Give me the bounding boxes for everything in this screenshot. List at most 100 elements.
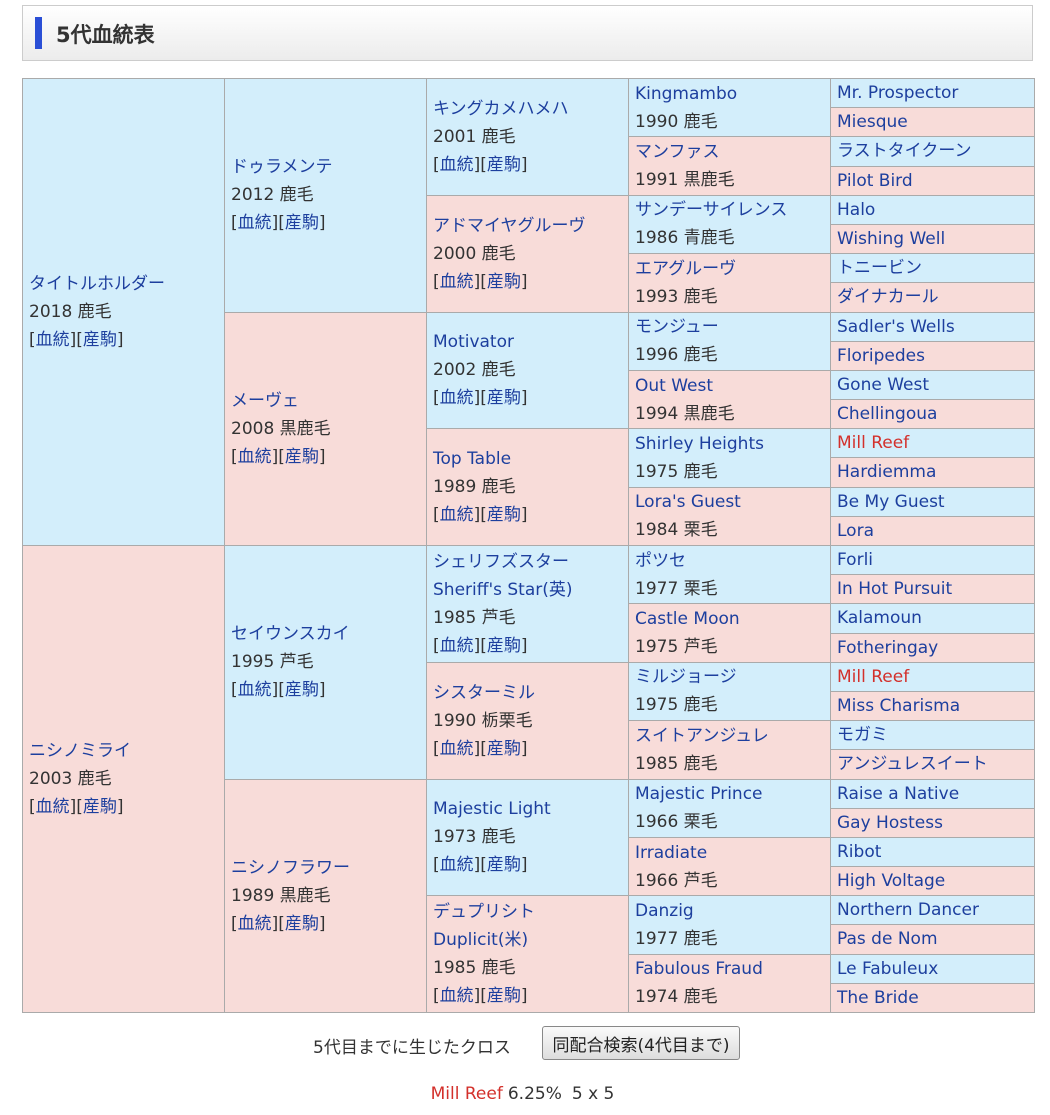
horse-name[interactable]: タイトルホルダー <box>29 274 165 294</box>
horse-name[interactable]: High Voltage <box>837 871 946 892</box>
horse-name[interactable]: Top Table <box>433 449 512 470</box>
offspring-link[interactable]: 産駒 <box>284 213 319 234</box>
horse-alt-name[interactable]: Sheriff's Star(英) <box>433 579 573 600</box>
pedigree-link[interactable]: 血統 <box>439 388 474 409</box>
horse-name[interactable]: セイウンスカイ <box>231 624 350 645</box>
horse-name[interactable]: Miesque <box>837 112 908 133</box>
horse-name[interactable]: Gay Hostess <box>837 812 943 833</box>
cross-pattern: 5 x 5 <box>571 1084 615 1104</box>
horse-name[interactable]: Majestic Prince <box>635 784 763 805</box>
offspring-link[interactable]: 産駒 <box>486 388 521 409</box>
horse-name[interactable]: ミルジョージ <box>635 667 737 688</box>
pedigree-link[interactable]: 血統 <box>35 797 70 817</box>
offspring-link[interactable]: 産駒 <box>284 680 319 701</box>
offspring-link[interactable]: 産駒 <box>486 635 521 656</box>
horse-name[interactable]: The Bride <box>837 987 919 1008</box>
offspring-link[interactable]: 産駒 <box>486 855 521 876</box>
horse-name[interactable]: Mr. Prospector <box>837 83 959 103</box>
horse-name[interactable]: スイトアンジュレ <box>635 725 769 746</box>
offspring-link[interactable]: 産駒 <box>486 505 521 526</box>
horse-name[interactable]: ラストタイクーン <box>837 141 972 162</box>
offspring-link[interactable]: 産駒 <box>486 271 521 292</box>
pedigree-link[interactable]: 血統 <box>439 738 474 759</box>
horse-name[interactable]: Chellingoua <box>837 404 938 425</box>
pedigree-link[interactable]: 血統 <box>237 446 272 467</box>
offspring-link[interactable]: 産駒 <box>82 797 117 817</box>
pedigree-link[interactable]: 血統 <box>237 213 272 234</box>
horse-name[interactable]: Out West <box>635 375 714 396</box>
horse-name[interactable]: Forli <box>837 550 874 570</box>
horse-name[interactable]: ニシノミライ <box>29 741 131 761</box>
pedigree-link[interactable]: 血統 <box>439 855 474 876</box>
horse-name[interactable]: Fotheringay <box>837 637 939 658</box>
cross-horse[interactable]: Mill Reef <box>430 1084 503 1104</box>
horse-name[interactable]: Halo <box>837 199 876 220</box>
pedigree-row: デュプリシト Duplicit(米) 1985 鹿毛 [血統][産駒] Danzig 19… <box>23 895 1035 1013</box>
horse-name[interactable]: ドゥラメンテ <box>231 157 333 178</box>
pedigree-link[interactable]: 血統 <box>439 635 474 656</box>
horse-cell: Shirley Heights 1975 鹿毛 <box>628 428 831 488</box>
horse-name[interactable]: ニシノフラワー <box>231 857 350 878</box>
offspring-link[interactable]: 産駒 <box>82 330 117 350</box>
pedigree-link[interactable]: 血統 <box>439 986 474 1007</box>
horse-name[interactable]: Fabulous Fraud <box>635 959 763 980</box>
horse-name[interactable]: マンファス <box>635 142 720 163</box>
horse-name[interactable]: Be My Guest <box>837 491 945 512</box>
horse-name[interactable]: Sadler's Wells <box>837 316 955 337</box>
pedigree-link[interactable]: 血統 <box>237 680 272 701</box>
horse-name[interactable]: サンデーサイレンス <box>635 200 788 221</box>
horse-name[interactable]: Ribot <box>837 841 882 862</box>
horse-name[interactable]: Raise a Native <box>837 783 960 804</box>
horse-name[interactable]: Kingmambo <box>635 83 738 104</box>
horse-name[interactable]: Mill Reef <box>837 666 910 687</box>
horse-name[interactable]: Miss Charisma <box>837 695 961 716</box>
horse-name[interactable]: Floripedes <box>837 345 925 366</box>
horse-name[interactable]: モンジュー <box>635 317 719 338</box>
horse-name[interactable]: Lora's Guest <box>635 492 741 513</box>
bracket: ][ <box>473 505 487 526</box>
offspring-link[interactable]: 産駒 <box>284 913 319 934</box>
offspring-link[interactable]: 産駒 <box>486 738 521 759</box>
pedigree-link[interactable]: 血統 <box>237 913 272 934</box>
horse-name[interactable]: ポツセ <box>635 550 686 571</box>
horse-name[interactable]: Pas de Nom <box>837 929 938 950</box>
horse-name[interactable]: シスターミル <box>433 682 535 703</box>
horse-name[interactable]: Wishing Well <box>837 228 946 249</box>
horse-name[interactable]: Le Fabuleux <box>837 958 939 979</box>
horse-name[interactable]: Motivator <box>433 332 514 353</box>
search-button[interactable]: 同配合検索(4代目まで) <box>542 1026 740 1060</box>
horse-name[interactable]: デュプリシト <box>433 902 535 923</box>
horse-name[interactable]: メーヴェ <box>231 390 299 411</box>
horse-cell: Danzig 1977 鹿毛 <box>628 895 831 955</box>
horse-name[interactable]: Kalamoun <box>837 608 922 629</box>
bracket: [ <box>29 797 36 817</box>
horse-name[interactable]: Mill Reef <box>837 433 910 454</box>
horse-name[interactable]: Hardiemma <box>837 462 937 483</box>
horse-name[interactable]: トニービン <box>837 258 922 279</box>
offspring-link[interactable]: 産駒 <box>486 986 521 1007</box>
offspring-link[interactable]: 産駒 <box>284 446 319 467</box>
horse-name[interactable]: Majestic Light <box>433 799 551 820</box>
horse-name[interactable]: Castle Moon <box>635 609 740 630</box>
pedigree-link[interactable]: 血統 <box>439 154 474 175</box>
horse-name[interactable]: Shirley Heights <box>635 433 764 454</box>
horse-name[interactable]: ダイナカール <box>837 287 939 308</box>
horse-name[interactable]: In Hot Pursuit <box>837 579 953 600</box>
horse-name[interactable]: シェリフズスター <box>433 551 569 572</box>
horse-name[interactable]: Danzig <box>635 900 694 921</box>
offspring-link[interactable]: 産駒 <box>486 154 521 175</box>
horse-name[interactable]: Lora <box>837 520 874 541</box>
pedigree-link[interactable]: 血統 <box>439 505 474 526</box>
horse-name[interactable]: キングカメハメハ <box>433 98 569 119</box>
horse-name[interactable]: アンジュレスイート <box>837 754 988 775</box>
horse-name[interactable]: Northern Dancer <box>837 900 979 921</box>
horse-name[interactable]: Pilot Bird <box>837 170 913 191</box>
pedigree-link[interactable]: 血統 <box>35 330 70 350</box>
horse-name[interactable]: エアグルーヴ <box>635 258 737 279</box>
horse-name[interactable]: モガミ <box>837 725 888 746</box>
horse-name[interactable]: アドマイヤグルーヴ <box>433 215 586 236</box>
pedigree-link[interactable]: 血統 <box>439 271 474 292</box>
horse-alt-name[interactable]: Duplicit(米) <box>433 930 529 951</box>
horse-name[interactable]: Gone West <box>837 374 930 395</box>
horse-name[interactable]: Irradiate <box>635 842 708 863</box>
